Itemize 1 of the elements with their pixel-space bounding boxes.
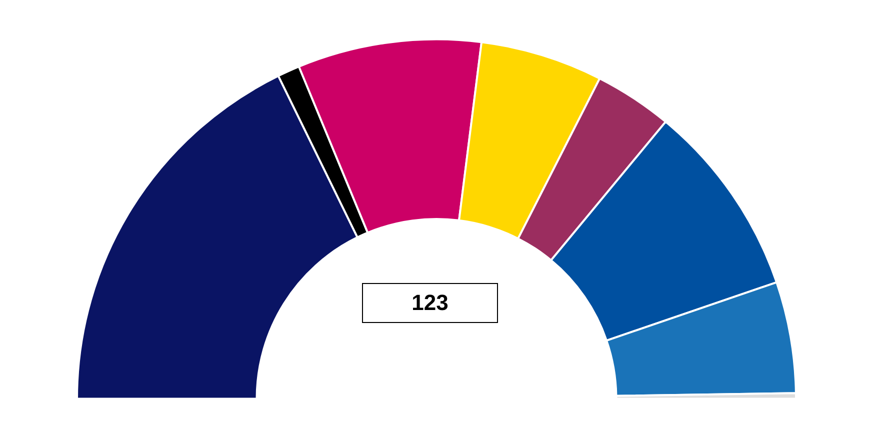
text: 123	[362, 283, 498, 323]
